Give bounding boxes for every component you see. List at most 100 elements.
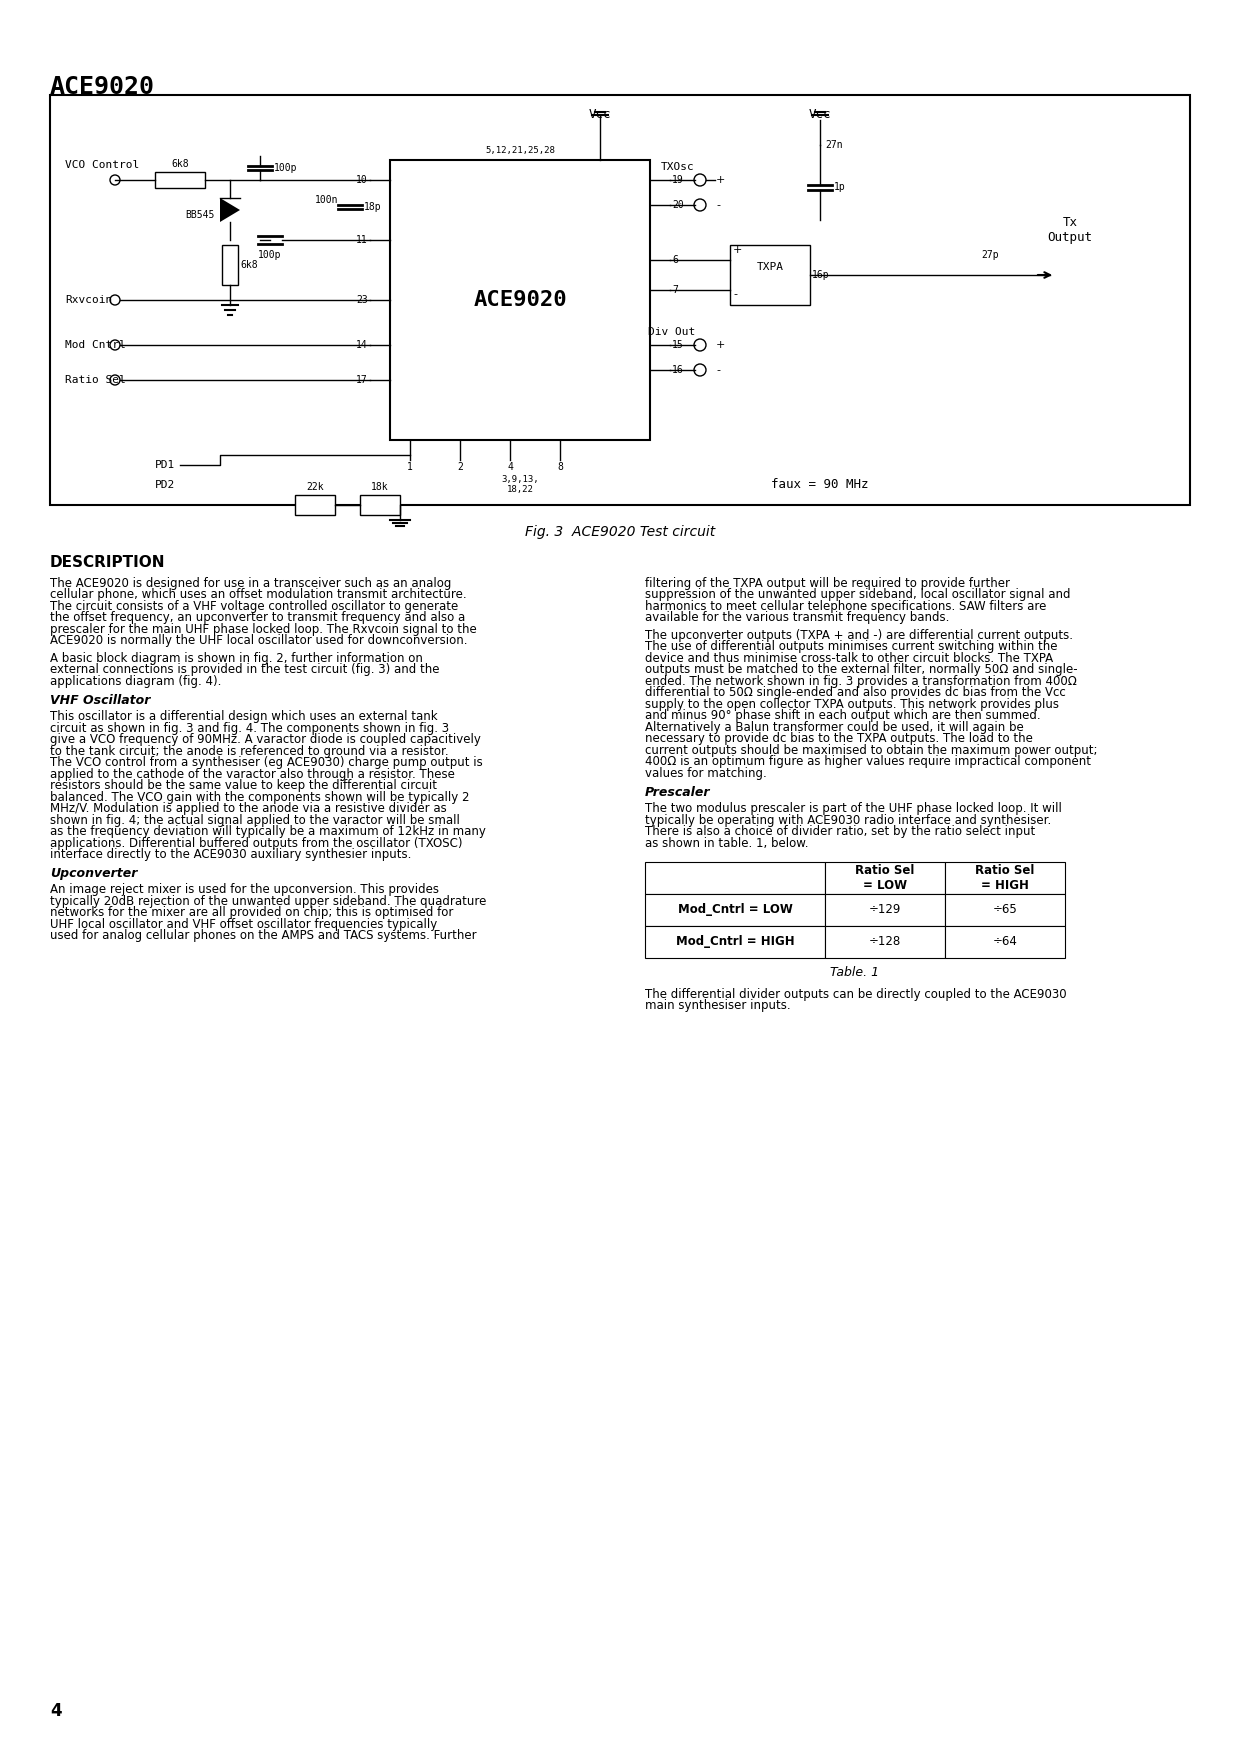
Text: as the frequency deviation will typically be a maximum of 12kHz in many: as the frequency deviation will typicall… [50,825,486,837]
Bar [295,496,335,515]
Text: 23: 23 [356,294,368,305]
Text: 2: 2 [458,463,463,471]
Text: +: + [715,340,725,350]
Text: used for analog cellular phones on the AMPS and TACS systems. Further: used for analog cellular phones on the A… [50,929,476,943]
Text: applied to the cathode of the varactor also through a resistor. These: applied to the cathode of the varactor a… [50,767,455,781]
Text: -: - [715,200,720,210]
Text: Fig. 3  ACE9020 Test circuit: Fig. 3 ACE9020 Test circuit [525,526,715,540]
Text: 1: 1 [407,463,413,471]
Bar [645,927,825,958]
Bar [360,496,401,515]
Text: 6k8: 6k8 [241,259,258,270]
Text: The upconverter outputs (TXPA + and -) are differential current outputs.: The upconverter outputs (TXPA + and -) a… [645,629,1073,641]
Text: The use of differential outputs minimises current switching within the: The use of differential outputs minimise… [645,641,1058,653]
Text: applications. Differential buffered outputs from the oscillator (TXOSC): applications. Differential buffered outp… [50,836,463,850]
Text: 6: 6 [672,256,678,265]
Text: 15: 15 [672,340,683,350]
Text: ÷128: ÷128 [869,936,901,948]
Text: 27p: 27p [981,251,998,259]
Text: Rxvcoin: Rxvcoin [64,294,113,305]
Text: differential to 50Ω single-ended and also provides dc bias from the Vcc: differential to 50Ω single-ended and als… [645,687,1065,699]
Text: necessary to provide dc bias to the TXPA outputs. The load to the: necessary to provide dc bias to the TXPA… [645,732,1033,745]
Bar [222,245,238,286]
Text: Mod_Cntrl = LOW: Mod_Cntrl = LOW [677,904,792,916]
Text: networks for the mixer are all provided on chip; this is optimised for: networks for the mixer are all provided … [50,906,454,920]
Text: Table. 1: Table. 1 [831,965,879,979]
Text: ACE9020: ACE9020 [474,291,567,310]
Text: ACE9020: ACE9020 [50,75,155,100]
Text: A basic block diagram is shown in fig. 2, further information on: A basic block diagram is shown in fig. 2… [50,652,423,664]
Text: 6k8: 6k8 [171,159,188,168]
Text: Ratio Sel: Ratio Sel [64,375,125,385]
Bar [945,894,1065,927]
Text: BB545: BB545 [186,210,215,221]
Text: give a VCO frequency of 90MHz. A varactor diode is coupled capacitively: give a VCO frequency of 90MHz. A varacto… [50,734,481,746]
Text: 17: 17 [356,375,368,385]
Text: 8: 8 [557,463,563,471]
Text: +: + [733,245,743,256]
Text: filtering of the TXPA output will be required to provide further: filtering of the TXPA output will be req… [645,576,1011,590]
Bar [645,862,825,894]
Text: 7: 7 [672,286,678,294]
Text: MHz/V. Modulation is applied to the anode via a resistive divider as: MHz/V. Modulation is applied to the anod… [50,802,446,815]
Text: ÷64: ÷64 [992,936,1018,948]
Text: supply to the open collector TXPA outputs. This network provides plus: supply to the open collector TXPA output… [645,697,1059,711]
Text: 22k: 22k [306,482,324,492]
Text: The VCO control from a synthesiser (eg ACE9030) charge pump output is: The VCO control from a synthesiser (eg A… [50,757,482,769]
Text: 4: 4 [507,463,513,471]
Text: Vcc: Vcc [808,109,831,121]
Text: PD1: PD1 [155,461,175,470]
Text: 100p: 100p [258,251,281,259]
Text: to the tank circuit; the anode is referenced to ground via a resistor.: to the tank circuit; the anode is refere… [50,745,449,757]
Text: 18p: 18p [365,201,382,212]
Text: Ratio Sel
= LOW: Ratio Sel = LOW [856,864,915,892]
Text: harmonics to meet cellular telephone specifications. SAW filters are: harmonics to meet cellular telephone spe… [645,599,1047,613]
Text: PD2: PD2 [155,480,175,491]
Text: available for the various transmit frequency bands.: available for the various transmit frequ… [645,611,950,624]
Text: ended. The network shown in fig. 3 provides a transformation from 400Ω: ended. The network shown in fig. 3 provi… [645,675,1076,689]
Text: Tx
Output: Tx Output [1048,215,1092,244]
Text: Mod Cntrl: Mod Cntrl [64,340,125,350]
Text: -: - [733,289,737,300]
Text: external connections is provided in the test circuit (fig. 3) and the: external connections is provided in the … [50,664,439,676]
Text: ÷65: ÷65 [993,904,1017,916]
Bar [945,927,1065,958]
Text: faux = 90 MHz: faux = 90 MHz [771,478,869,492]
Text: the offset frequency, an upconverter to transmit frequency and also a: the offset frequency, an upconverter to … [50,611,465,624]
Text: circuit as shown in fig. 3 and fig. 4. The components shown in fig. 3: circuit as shown in fig. 3 and fig. 4. T… [50,722,449,734]
Bar [825,894,945,927]
Text: interface directly to the ACE9030 auxiliary synthesier inputs.: interface directly to the ACE9030 auxili… [50,848,412,860]
Text: VCO Control: VCO Control [64,159,139,170]
Text: The ACE9020 is designed for use in a transceiver such as an analog: The ACE9020 is designed for use in a tra… [50,576,451,590]
Bar [50,95,1190,505]
Text: cellular phone, which uses an offset modulation transmit architecture.: cellular phone, which uses an offset mod… [50,589,466,601]
Text: and minus 90° phase shift in each output which are then summed.: and minus 90° phase shift in each output… [645,710,1040,722]
Text: shown in fig. 4; the actual signal applied to the varactor will be small: shown in fig. 4; the actual signal appli… [50,813,460,827]
Text: 5,12,21,25,28: 5,12,21,25,28 [485,145,556,154]
Text: -: - [715,364,720,375]
Text: values for matching.: values for matching. [645,767,766,780]
Bar [825,927,945,958]
Text: ÷129: ÷129 [869,904,901,916]
Text: 11: 11 [356,235,368,245]
Text: Upconverter: Upconverter [50,867,138,881]
Text: This oscillator is a differential design which uses an external tank: This oscillator is a differential design… [50,710,438,724]
Text: applications diagram (fig. 4).: applications diagram (fig. 4). [50,675,222,689]
Text: balanced. The VCO gain with the components shown will be typically 2: balanced. The VCO gain with the componen… [50,790,470,804]
Text: An image reject mixer is used for the upconversion. This provides: An image reject mixer is used for the up… [50,883,439,897]
Text: Prescaler: Prescaler [645,787,711,799]
Text: suppression of the unwanted upper sideband, local oscillator signal and: suppression of the unwanted upper sideba… [645,589,1070,601]
Text: 20: 20 [672,200,683,210]
Bar [391,159,650,440]
Text: TXPA: TXPA [756,263,784,272]
Text: 100n: 100n [315,194,339,205]
Text: 19: 19 [672,175,683,186]
Text: Ratio Sel
= HIGH: Ratio Sel = HIGH [976,864,1034,892]
Polygon shape [219,198,241,223]
Text: 18k: 18k [371,482,389,492]
Text: typically 20dB rejection of the unwanted upper sideband. The quadrature: typically 20dB rejection of the unwanted… [50,895,486,908]
Text: VHF Oscillator: VHF Oscillator [50,694,150,708]
Text: current outputs should be maximised to obtain the maximum power output;: current outputs should be maximised to o… [645,743,1097,757]
Text: 4: 4 [50,1701,62,1720]
Text: resistors should be the same value to keep the differential circuit: resistors should be the same value to ke… [50,780,436,792]
